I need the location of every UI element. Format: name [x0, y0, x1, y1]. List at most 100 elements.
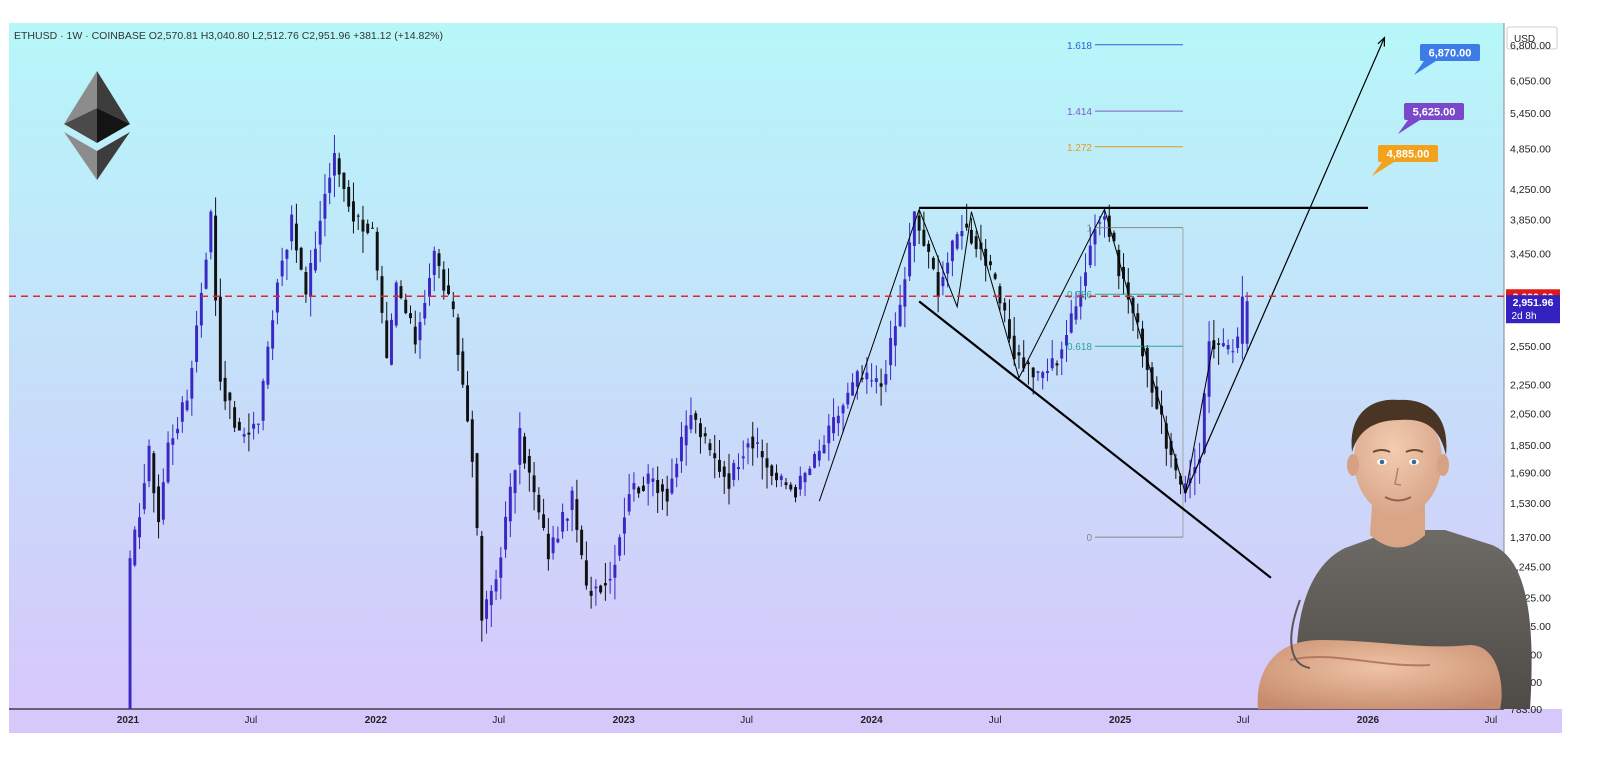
candle-body — [912, 211, 916, 246]
fib-level-label: 1.272 — [1067, 143, 1092, 154]
candle-body — [965, 223, 969, 228]
candle-body — [199, 292, 203, 326]
target-label: 6,870.00 — [1429, 48, 1472, 60]
target-badge[interactable] — [1404, 103, 1464, 120]
candle-body — [727, 473, 731, 489]
candle-body — [304, 272, 308, 295]
x-tick-label: 2021 — [117, 715, 140, 726]
x-tick-label: Jul — [492, 715, 505, 726]
x-tick-label: 2023 — [613, 715, 636, 726]
candle-body — [637, 487, 641, 494]
candle-body — [261, 380, 265, 421]
candle-body — [138, 517, 142, 538]
candle-body — [237, 421, 241, 431]
candle-body — [347, 186, 351, 207]
target-badge[interactable] — [1378, 145, 1438, 162]
candle-body — [285, 249, 289, 259]
y-tick-label: 3,450.00 — [1510, 248, 1551, 260]
candle-body — [561, 511, 565, 532]
candle-body — [1084, 272, 1087, 286]
candle-body — [480, 536, 484, 621]
candle-body — [713, 453, 717, 459]
y-tick-label: 3,850.00 — [1510, 215, 1551, 227]
candle-body — [746, 443, 750, 448]
candle-body — [1122, 266, 1126, 279]
candle-body — [898, 304, 902, 327]
candle-body — [190, 367, 194, 399]
candle-body — [290, 214, 294, 242]
candle-body — [589, 590, 593, 596]
candle-body — [708, 443, 712, 451]
candle-body — [722, 466, 726, 477]
candle-body — [556, 538, 560, 543]
candle-body — [580, 529, 584, 556]
y-tick-label: 1,850.00 — [1510, 440, 1551, 452]
candle-body — [1079, 294, 1083, 307]
candle-body — [1088, 245, 1092, 266]
candle-body — [399, 286, 403, 299]
projection-arrowhead — [1377, 36, 1386, 47]
candle-body — [409, 313, 412, 319]
candle-body — [223, 377, 227, 402]
candle-body — [309, 263, 313, 297]
candle-body — [613, 564, 617, 578]
candle-body — [936, 272, 940, 296]
candle-body — [917, 215, 921, 231]
x-tick-label: Jul — [740, 715, 753, 726]
candle-body — [870, 380, 874, 382]
candle-body — [242, 434, 246, 437]
candle-body — [893, 326, 897, 346]
candle-body — [594, 586, 598, 589]
y-tick-label: 6,800.00 — [1510, 40, 1551, 52]
candle-body — [247, 432, 251, 435]
candle-body — [603, 583, 607, 586]
support-line[interactable] — [918, 300, 1272, 579]
candle-body — [370, 227, 374, 229]
candle-body — [152, 453, 156, 494]
candle-body — [380, 276, 384, 313]
y-tick-label: 2,550.00 — [1510, 341, 1551, 353]
candle-body — [988, 261, 992, 266]
x-tick-label: Jul — [245, 715, 258, 726]
currency-box[interactable] — [1506, 26, 1558, 50]
candle-body — [404, 299, 408, 314]
candle-body — [280, 260, 284, 277]
candle-body — [1231, 351, 1235, 353]
y-tick-label: 1,530.00 — [1510, 498, 1551, 510]
candle-body — [461, 351, 465, 385]
candle-body — [271, 320, 275, 349]
candle-body — [794, 487, 798, 498]
candle-body — [779, 475, 783, 480]
fib-level-label: 1.618 — [1067, 41, 1092, 52]
current-price-badge — [1506, 295, 1560, 324]
candle-body — [927, 243, 931, 252]
candle-body — [660, 484, 664, 492]
candle-body — [1155, 386, 1159, 409]
y-tick-label: 1,690.00 — [1510, 468, 1551, 480]
candle-body — [252, 423, 256, 429]
candle-body — [390, 319, 393, 365]
projection-line[interactable] — [1184, 37, 1386, 494]
candle-body — [494, 579, 498, 592]
candle-body — [256, 423, 260, 425]
candle-body — [442, 269, 446, 291]
candle-body — [537, 494, 541, 513]
x-tick-label: Jul — [1485, 715, 1498, 726]
candle-body — [176, 428, 180, 434]
candle-body — [1126, 282, 1130, 300]
candle-body — [513, 470, 517, 494]
candle-body — [523, 436, 527, 464]
countdown-label: 2d 8h — [1511, 311, 1536, 322]
candle-body — [651, 478, 655, 482]
candle-body — [984, 248, 988, 266]
candle-body — [218, 296, 222, 382]
candle-body — [846, 392, 850, 405]
candle-body — [418, 322, 422, 341]
candle-body — [266, 346, 270, 385]
candle-body — [865, 372, 869, 380]
target-badge[interactable] — [1420, 44, 1480, 61]
candle-body — [275, 282, 279, 313]
candle-body — [1131, 297, 1135, 314]
